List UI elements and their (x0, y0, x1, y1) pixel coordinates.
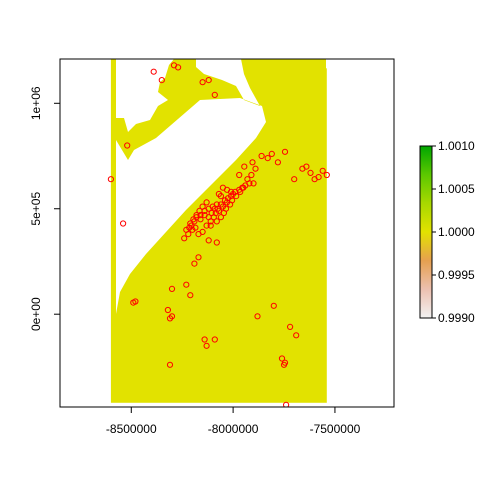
data-point (303, 163, 310, 170)
data-point (233, 193, 240, 200)
data-point (249, 159, 256, 166)
data-point (287, 323, 294, 330)
data-point (150, 68, 157, 75)
y-axis: 0e+00 5e+05 1e+06 (29, 86, 61, 331)
data-point (268, 150, 275, 157)
data-point (244, 176, 251, 183)
no-data-region (116, 59, 339, 330)
data-point (201, 336, 208, 343)
data-point (166, 361, 174, 368)
colorbar-tick-label: 1.0000 (438, 225, 475, 239)
data-point (315, 174, 322, 181)
data-point (248, 171, 255, 179)
data-point (168, 285, 176, 292)
data-point (199, 228, 206, 235)
data-point (107, 176, 115, 183)
data-point (185, 231, 192, 238)
data-point (274, 159, 281, 166)
x-axis: -8500000 -8000000 -7500000 (106, 406, 361, 436)
data-point (250, 180, 257, 187)
data-point (203, 222, 210, 229)
data-point (195, 254, 202, 261)
data-point (120, 220, 127, 227)
data-point (211, 91, 218, 99)
data-point (168, 313, 176, 320)
data-point (236, 171, 243, 179)
data-point (241, 163, 248, 170)
data-point (208, 209, 215, 217)
data-point (201, 212, 208, 219)
data-point (183, 281, 190, 288)
data-point (254, 313, 261, 320)
data-point (323, 171, 330, 179)
data-point (130, 299, 137, 306)
data-point (192, 224, 199, 231)
data-point (307, 169, 314, 176)
data-point (281, 359, 289, 366)
data-point (164, 306, 171, 314)
data-point (190, 216, 197, 223)
data-point (215, 190, 222, 198)
data-point (293, 332, 300, 339)
y-tick-label: 1e+06 (29, 86, 43, 120)
data-point (215, 207, 222, 214)
data-point (175, 64, 182, 71)
colorbar-tick-label: 0.9990 (438, 311, 475, 325)
data-point (124, 142, 131, 149)
x-tick-label: -8000000 (208, 422, 259, 436)
data-point (258, 152, 265, 160)
colorbar-tick-label: 0.9995 (438, 268, 475, 282)
data-point (187, 220, 194, 227)
data-point (187, 292, 194, 299)
data-point (158, 77, 165, 84)
data-point (229, 197, 236, 204)
colorbar-legend: 0.9990 0.9995 1.0000 1.0005 1.0010 (419, 139, 475, 325)
data-point (222, 205, 230, 212)
data-point (278, 355, 286, 362)
data-point (240, 184, 247, 191)
data-point (181, 235, 188, 242)
data-point (217, 214, 224, 221)
points-layer (107, 62, 330, 407)
data-point (199, 79, 206, 86)
data-point (264, 155, 271, 162)
data-point (270, 302, 277, 309)
y-tick-label: 0e+00 (29, 297, 43, 331)
data-point (207, 222, 214, 229)
data-point (203, 199, 210, 206)
data-point (205, 237, 212, 244)
raster-layer (110, 59, 339, 403)
data-point (199, 203, 206, 210)
data-point (197, 216, 204, 223)
x-tick-label: -8500000 (106, 422, 157, 436)
data-point (319, 167, 326, 174)
data-point (203, 342, 210, 349)
data-point (205, 77, 212, 84)
data-point (196, 207, 203, 214)
colorbar-tick-label: 1.0010 (438, 139, 475, 153)
data-point (193, 212, 200, 219)
data-point (252, 165, 259, 172)
data-point (283, 401, 290, 407)
data-point (219, 184, 226, 191)
data-point (237, 188, 244, 195)
y-tick-label: 5e+05 (29, 192, 43, 226)
colorbar-gradient (419, 145, 433, 319)
colorbar-tick-label: 1.0005 (438, 182, 475, 196)
data-point (281, 148, 289, 155)
data-point (213, 218, 220, 225)
data-point (191, 260, 198, 267)
data-point (211, 336, 218, 343)
data-point (213, 239, 220, 246)
data-point (291, 176, 298, 183)
x-tick-label: -7500000 (310, 422, 361, 436)
